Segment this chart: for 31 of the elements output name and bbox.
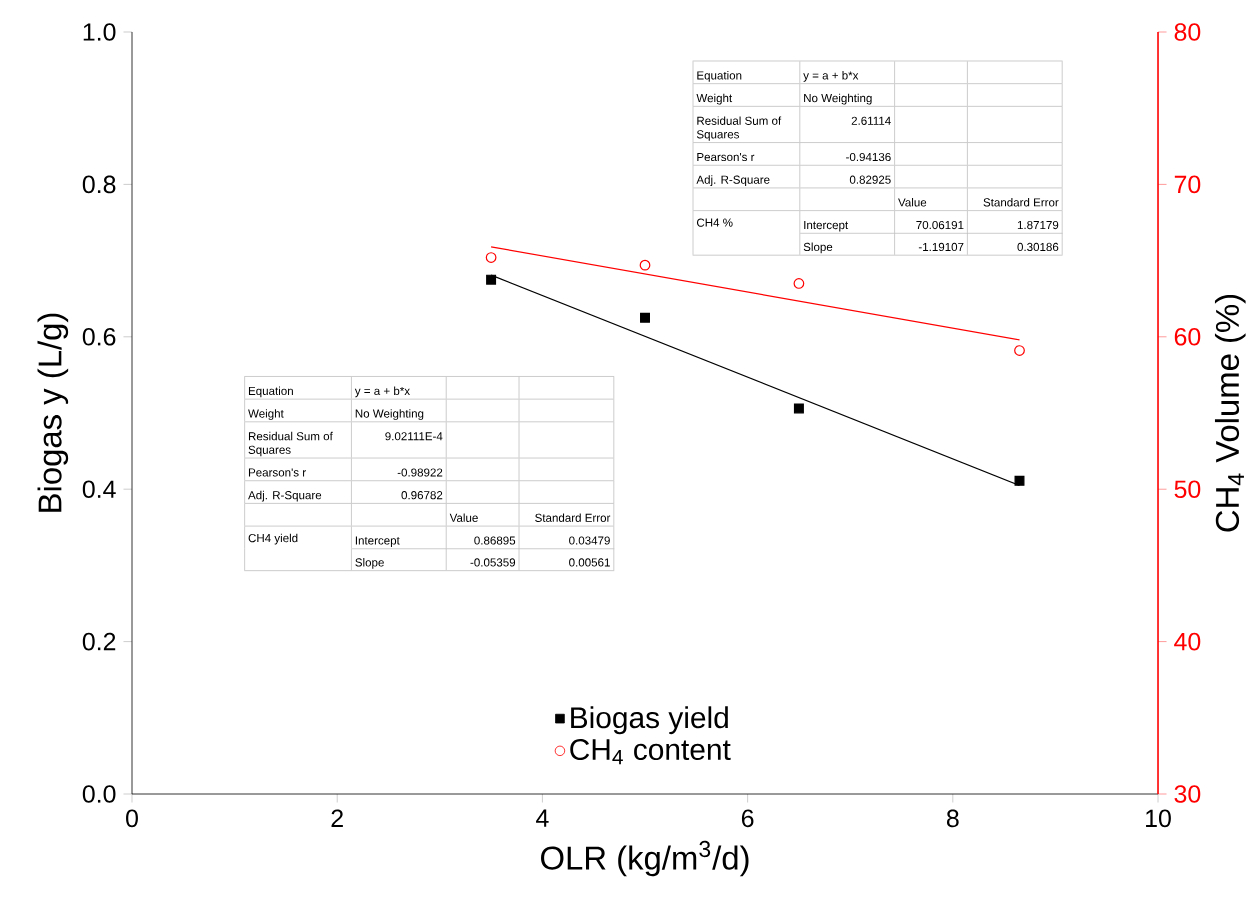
y-axis-title: Biogas y (L/g): [37, 313, 69, 512]
y-tick-label: 0.2: [82, 632, 116, 651]
y-tick-label: 0.0: [82, 785, 116, 803]
y2-tick-label: 80: [1174, 23, 1201, 41]
y-tick-label: 1.0: [83, 23, 116, 41]
point: [639, 259, 651, 271]
x-axis-title: OLR (kg/m$^{3}$/d): [541, 840, 749, 877]
x-tick-label: 2: [331, 809, 343, 827]
y-tick-label: 0.4: [82, 480, 116, 499]
x-tick-label: 6: [741, 809, 754, 828]
point: [1014, 475, 1025, 486]
x-tick-label: 0: [126, 809, 138, 828]
legend-label: Biogas yield: [571, 706, 728, 735]
x-tick-label: 10: [1146, 809, 1171, 828]
point: [1014, 345, 1025, 356]
y2-tick-label: 70: [1174, 175, 1201, 194]
y2-axis-title: CH$_{4}$ Volume (%): [1214, 294, 1246, 532]
legend-label: CH$_{4}$ content: [570, 738, 731, 765]
x-tick-label: 8: [946, 809, 959, 828]
y-tick-label: 0.6: [82, 327, 116, 346]
point: [640, 312, 650, 323]
y-tick-label: 0.8: [82, 175, 116, 194]
point: [793, 403, 804, 414]
x-tick-label: 4: [536, 809, 549, 827]
point: [486, 274, 497, 285]
point: [793, 278, 805, 289]
y2-tick-label: 40: [1174, 632, 1201, 651]
y2-tick-label: 50: [1174, 480, 1201, 499]
point: [485, 252, 497, 263]
y2-tick-label: 30: [1174, 785, 1201, 803]
y2-tick-label: 60: [1174, 328, 1201, 346]
